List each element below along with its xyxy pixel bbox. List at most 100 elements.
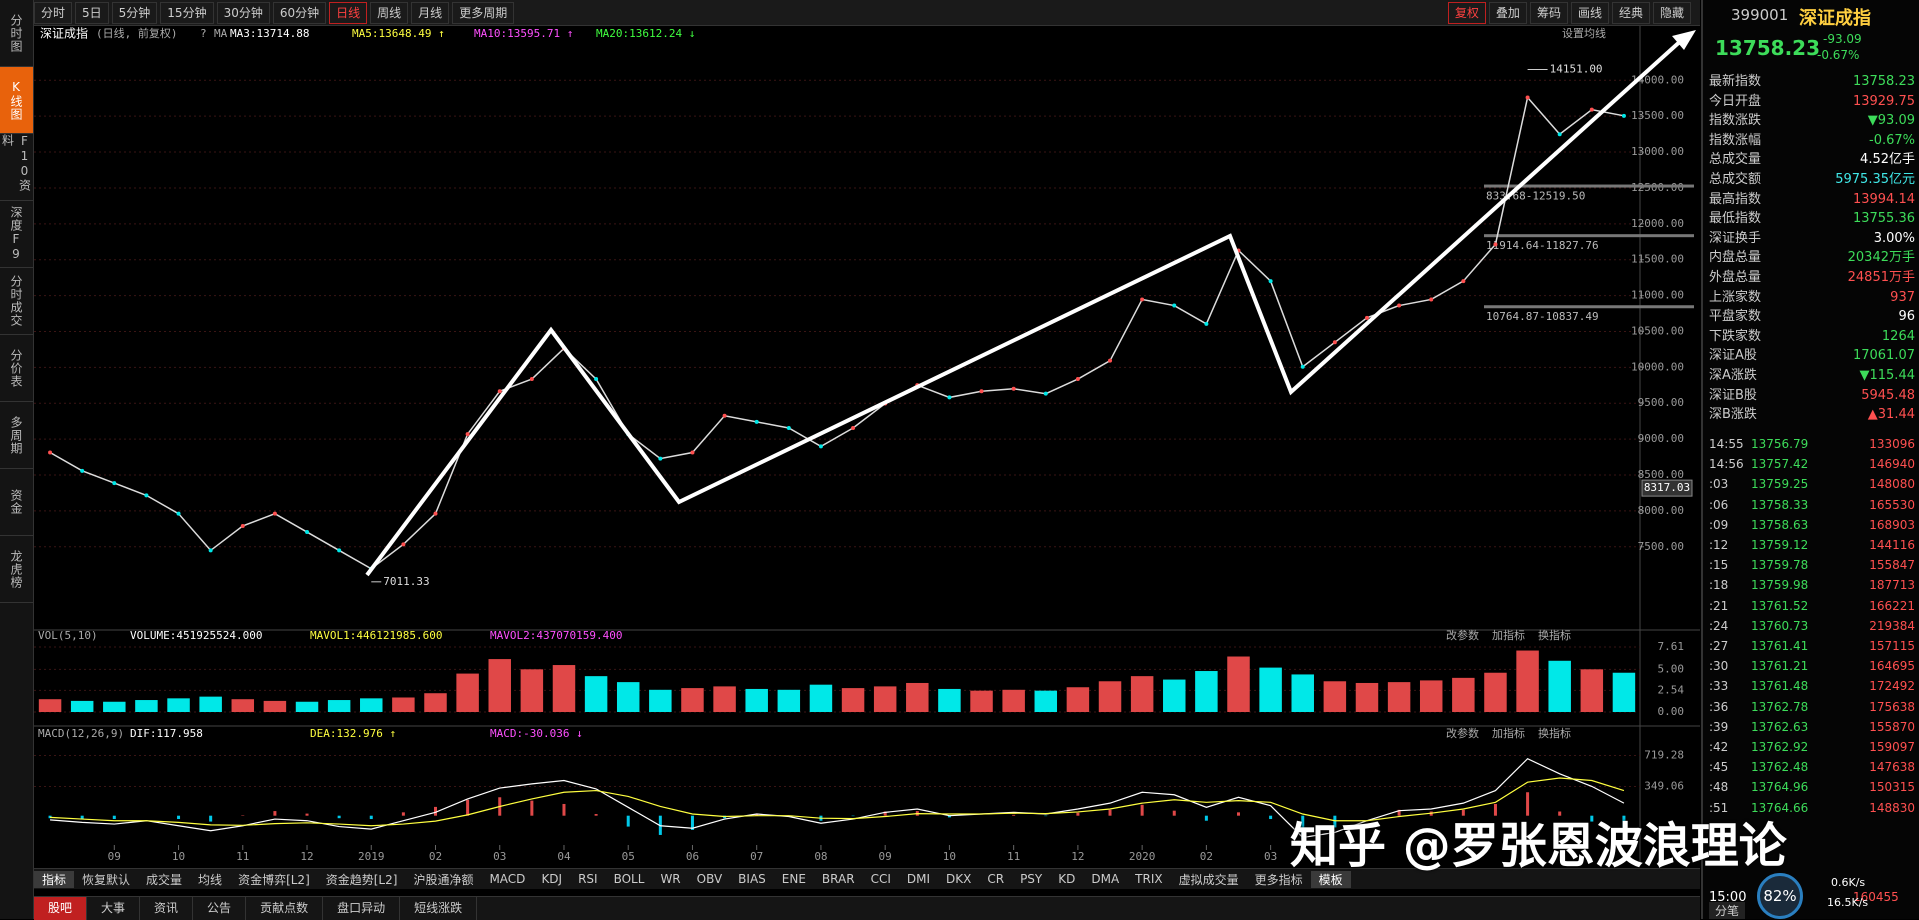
volume-bar: [970, 691, 992, 712]
tick-vol: 165530: [1869, 495, 1915, 515]
indicator-tab[interactable]: 均线: [190, 871, 230, 888]
volume-bar: [1324, 681, 1346, 712]
indicator-tab[interactable]: 资金博弈[L2]: [230, 871, 318, 888]
x-tick-label: 08: [814, 850, 827, 863]
period-tab[interactable]: 分时: [34, 2, 72, 24]
quote-value: 3.00%: [1874, 229, 1915, 248]
side-tab[interactable]: K线图: [0, 67, 33, 134]
panel-button[interactable]: 换指标: [1538, 628, 1571, 642]
volume-bar: [745, 689, 767, 712]
tool-button[interactable]: 叠加: [1489, 2, 1527, 24]
side-tab[interactable]: 深度F9: [0, 201, 33, 268]
indicator-tab[interactable]: 成交量: [138, 871, 190, 888]
volume-bar: [71, 701, 93, 712]
volume-bar: [553, 665, 575, 712]
indicator-tab[interactable]: TRIX: [1127, 872, 1170, 886]
tool-button[interactable]: 画线: [1571, 2, 1609, 24]
ma-settings[interactable]: 设置均线: [1562, 26, 1606, 40]
indicator-tab[interactable]: KDJ: [533, 872, 570, 886]
price-point: [1204, 322, 1208, 326]
macd-bar: [1205, 816, 1208, 821]
indicator-tab[interactable]: CR: [979, 872, 1012, 886]
indicator-tab[interactable]: KD: [1050, 872, 1083, 886]
side-tab[interactable]: F10资料: [0, 134, 33, 201]
period-tab[interactable]: 月线: [411, 2, 449, 24]
y-tick-label: 11000.00: [1631, 289, 1684, 302]
footer-tab[interactable]: 资讯: [140, 897, 193, 920]
period-tab[interactable]: 更多周期: [452, 2, 514, 24]
tool-button[interactable]: 隐藏: [1653, 2, 1691, 24]
side-tab[interactable]: 分时图: [0, 0, 33, 67]
panel-button[interactable]: 加指标: [1492, 726, 1525, 740]
indicator-tab[interactable]: 资金趋势[L2]: [318, 871, 406, 888]
side-tab[interactable]: 龙虎榜: [0, 536, 33, 603]
tick-time: :30: [1709, 656, 1728, 676]
indicator-tab[interactable]: RSI: [570, 872, 606, 886]
footer-tab[interactable]: 短线涨跌: [400, 897, 477, 920]
indicator-tab[interactable]: BIAS: [730, 872, 774, 886]
side-tab[interactable]: 分价表: [0, 335, 33, 402]
price-point: [80, 469, 84, 473]
y-tick-label: 10500.00: [1631, 324, 1684, 337]
side-tab[interactable]: 资金: [0, 469, 33, 536]
macd-bar: [562, 804, 565, 816]
volume-bar: [1259, 668, 1281, 712]
period-tab[interactable]: 日线: [329, 2, 367, 24]
price-line: [50, 97, 1624, 568]
indicator-tab[interactable]: DMI: [899, 872, 938, 886]
price-point: [530, 377, 534, 381]
tick-time: :48: [1709, 777, 1728, 797]
tick-time: :27: [1709, 636, 1728, 656]
indicator-tab[interactable]: BRAR: [814, 872, 863, 886]
indicator-tab[interactable]: BOLL: [606, 872, 653, 886]
indicator-tab[interactable]: 沪股通净额: [405, 871, 481, 888]
indicator-tab[interactable]: OBV: [689, 872, 731, 886]
indicator-tab[interactable]: DMA: [1083, 872, 1127, 886]
period-tab[interactable]: 5日: [75, 2, 109, 24]
panel-button[interactable]: 改参数: [1446, 628, 1479, 642]
footer-tab[interactable]: 盘口异动: [323, 897, 400, 920]
side-tab[interactable]: 多周期: [0, 402, 33, 469]
quote-label: 内盘总量: [1709, 248, 1761, 267]
low-label: 7011.33: [383, 575, 429, 588]
indicator-tab[interactable]: 指标: [34, 871, 74, 888]
footer-tab[interactable]: 公告: [193, 897, 246, 920]
tool-button[interactable]: 筹码: [1530, 2, 1568, 24]
y-tick-label: 2.54: [1658, 683, 1685, 696]
tool-button[interactable]: 复权: [1448, 2, 1486, 24]
indicator-tab[interactable]: ENE: [774, 872, 814, 886]
price-point: [819, 444, 823, 448]
tab[interactable]: 分笔: [1709, 902, 1745, 919]
help[interactable]: ?: [200, 27, 207, 40]
footer-tab[interactable]: 股吧: [34, 897, 87, 920]
price-point: [498, 389, 502, 393]
level-line: [1484, 234, 1694, 237]
footer-tab[interactable]: 贡献点数: [246, 897, 323, 920]
period-tab[interactable]: 60分钟: [273, 2, 326, 24]
side-tab[interactable]: 分时成交: [0, 268, 33, 335]
indicator-tab[interactable]: MACD: [481, 872, 533, 886]
x-tick-label: 12: [1071, 850, 1084, 863]
period-tab[interactable]: 15分钟: [160, 2, 213, 24]
panel-button[interactable]: 加指标: [1492, 628, 1525, 642]
period-tab[interactable]: 30分钟: [217, 2, 270, 24]
indicator-tab[interactable]: DKX: [938, 872, 979, 886]
pct: -0.67%: [1817, 48, 1859, 62]
period-tab[interactable]: 5分钟: [112, 2, 158, 24]
quote-value: 13994.14: [1853, 190, 1915, 209]
volume-bar: [1002, 690, 1024, 712]
volume-bar: [360, 698, 382, 712]
indicator-tab[interactable]: 虚拟成交量: [1171, 871, 1247, 888]
indicator-tab[interactable]: CCI: [863, 872, 899, 886]
footer-tab[interactable]: 大事: [87, 897, 140, 920]
indicator-tab[interactable]: WR: [652, 872, 688, 886]
period-tab[interactable]: 周线: [370, 2, 408, 24]
panel-button[interactable]: 换指标: [1538, 726, 1571, 740]
indicator-tab[interactable]: 恢复默认: [74, 871, 138, 888]
tool-button[interactable]: 经典: [1612, 2, 1650, 24]
indicator-tab[interactable]: PSY: [1012, 872, 1050, 886]
panel-button[interactable]: 改参数: [1446, 726, 1479, 740]
quote-label: 指数涨幅: [1709, 131, 1761, 150]
